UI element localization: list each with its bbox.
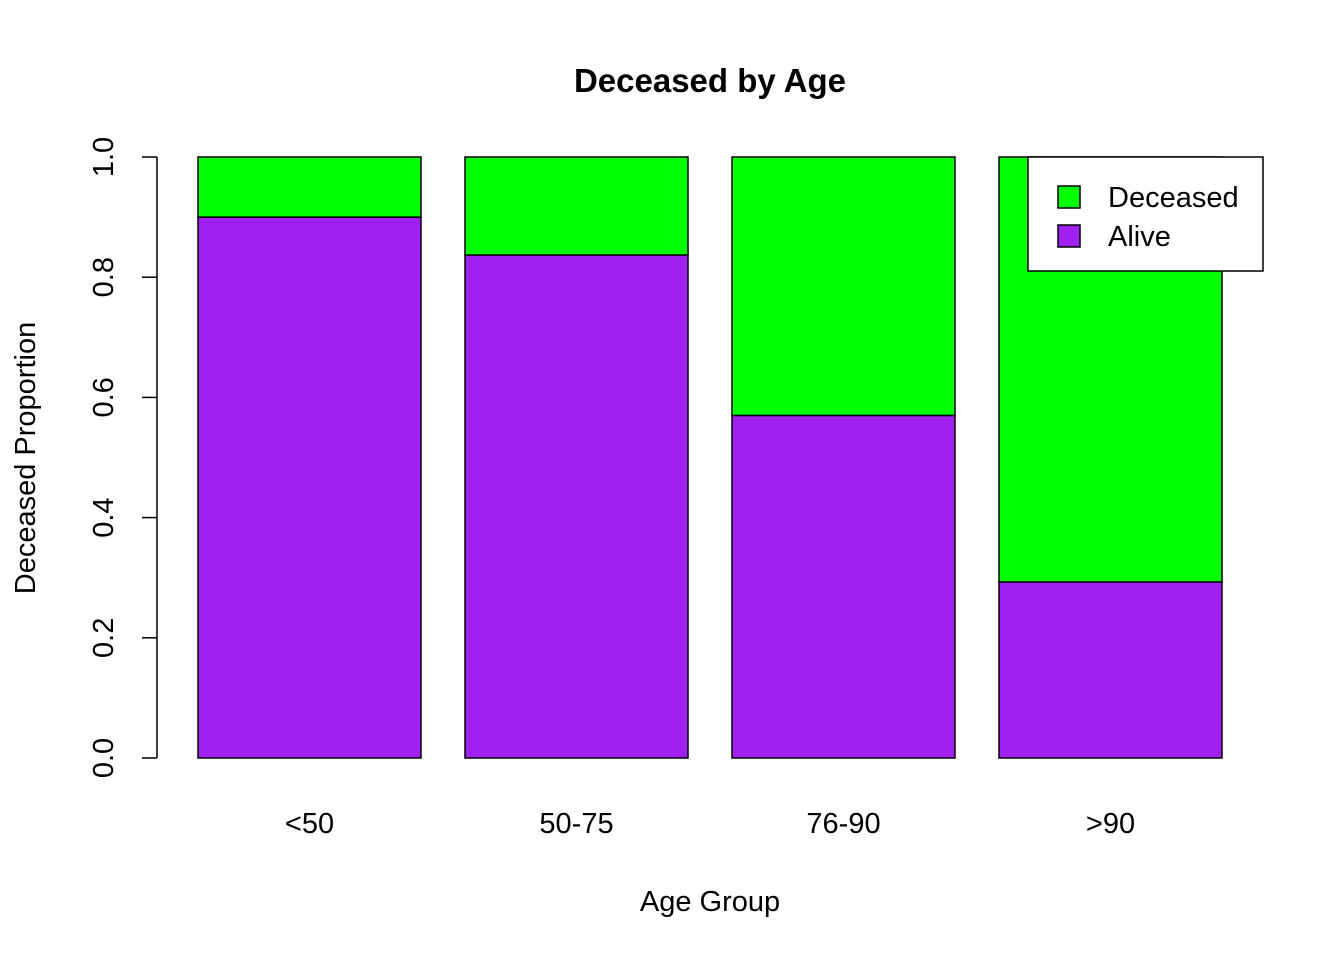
bars-group — [197, 156, 1223, 759]
bar-alive-2 — [731, 414, 956, 759]
x-tick-label: 50-75 — [539, 808, 613, 840]
x-tick-label: 76-90 — [806, 808, 880, 840]
x-tick-labels: <50 50-75 76-90 >90 — [285, 808, 1135, 840]
y-axis: 0.0 0.2 0.4 0.6 0.8 1.0 — [88, 137, 158, 778]
chart-title: Deceased by Age — [574, 62, 846, 99]
y-tick-label: 0.4 — [88, 497, 120, 537]
legend-label-alive: Alive — [1108, 221, 1171, 253]
bar-alive-3 — [998, 581, 1223, 759]
x-tick-label: <50 — [285, 808, 334, 840]
bar-deceased-0 — [197, 156, 422, 218]
x-tick-label: >90 — [1086, 808, 1135, 840]
bar-deceased-1 — [464, 156, 689, 256]
y-tick-label: 0.6 — [88, 377, 120, 417]
bar-deceased-2 — [731, 156, 956, 417]
y-tick-label: 1.0 — [88, 137, 120, 177]
x-axis-label: Age Group — [640, 886, 780, 918]
legend-swatch-deceased — [1057, 185, 1081, 209]
y-axis-label: Deceased Proportion — [10, 322, 42, 594]
legend-swatch-alive — [1057, 224, 1081, 248]
y-tick-label: 0.8 — [88, 257, 120, 297]
y-tick-label: 0.2 — [88, 618, 120, 658]
bar-alive-0 — [197, 216, 422, 759]
y-tick-label: 0.0 — [88, 738, 120, 778]
legend-label-deceased: Deceased — [1108, 182, 1239, 214]
legend-box — [1027, 156, 1264, 272]
bar-alive-1 — [464, 254, 689, 759]
legend: Deceased Alive — [1027, 156, 1264, 272]
